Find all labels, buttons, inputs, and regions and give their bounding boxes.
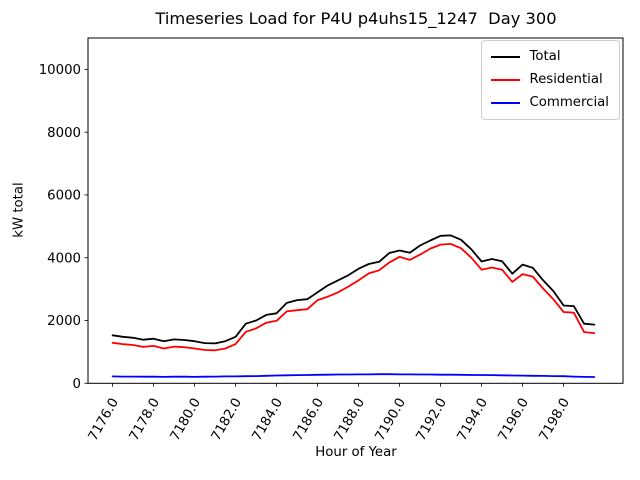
x-tick-label: 7196.0 [496, 396, 532, 444]
x-tick-label: 7182.0 [209, 396, 245, 444]
x-tick-label: 7188.0 [332, 396, 368, 444]
legend-item-residential: Residential [491, 72, 609, 88]
legend-item-commercial: Commercial [491, 95, 609, 111]
x-tick-label: 7180.0 [168, 396, 204, 444]
x-tick-label: 7176.0 [86, 396, 122, 444]
y-tick-label: 0 [73, 377, 81, 392]
legend-line-sample-residential [491, 78, 521, 81]
x-tick-label: 7186.0 [291, 396, 327, 444]
x-tick-label: 7184.0 [250, 396, 286, 444]
x-tick-label: 7178.0 [127, 396, 163, 444]
y-tick-label: 10000 [39, 63, 81, 78]
legend-label-residential: Residential [529, 71, 603, 87]
series-line-total [111, 234, 596, 345]
legend: Total Residential Commercial [481, 40, 620, 120]
legend-label-total: Total [529, 49, 561, 64]
y-tick-label: 8000 [47, 126, 81, 141]
y-tick-label: 4000 [47, 251, 81, 266]
legend-label-commercial: Commercial [529, 94, 609, 110]
x-tick-label: 7192.0 [414, 396, 450, 444]
x-tick-label: 7198.0 [537, 396, 573, 444]
series-line-commercial [111, 373, 596, 378]
x-axis-label: Hour of Year [315, 445, 397, 460]
legend-item-total: Total [491, 49, 609, 65]
legend-line-sample-commercial [491, 101, 521, 104]
x-tick-label: 7190.0 [373, 396, 409, 444]
y-tick-label: 6000 [47, 189, 81, 204]
chart-title: Timeseries Load for P4U p4uhs15_1247 Day… [155, 9, 557, 28]
series-line-residential [111, 242, 596, 352]
axes-frame [87, 37, 624, 384]
legend-line-sample-total [491, 55, 521, 58]
y-tick-label: 2000 [47, 314, 81, 329]
x-tick-label: 7194.0 [455, 396, 491, 444]
